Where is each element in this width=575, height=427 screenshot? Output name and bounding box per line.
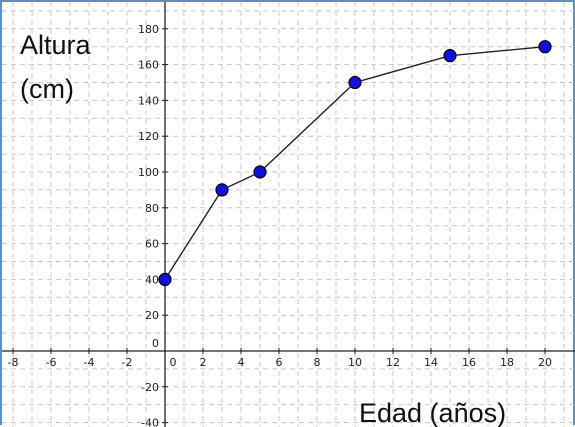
x-tick-label: 2 xyxy=(200,356,207,369)
x-tick-label: 18 xyxy=(500,356,514,369)
data-point xyxy=(538,40,552,54)
x-tick-label: 10 xyxy=(348,356,362,369)
y-axis-ticks: -40 -20 0 20 40 60 80 100 120 140 160 180 xyxy=(138,23,168,427)
x-axis-ticks: -8 -6 -4 -2 0 2 4 6 8 10 12 14 16 18 20 xyxy=(8,348,552,369)
y-tick-label: 0 xyxy=(152,337,159,350)
x-tick-label: 14 xyxy=(424,356,438,369)
y-axis-label-line-2: (cm) xyxy=(20,74,74,104)
data-point xyxy=(158,272,172,286)
data-point xyxy=(215,183,229,197)
y-tick-label: 140 xyxy=(138,94,159,107)
data-point xyxy=(443,49,457,63)
x-tick-label: 6 xyxy=(276,356,283,369)
y-tick-label: 80 xyxy=(145,202,159,215)
y-tick-label: 40 xyxy=(145,273,159,286)
y-tick-label: 160 xyxy=(138,59,159,72)
x-tick-label: 4 xyxy=(238,356,245,369)
x-tick-label: 0 xyxy=(170,356,177,369)
y-tick-label: -20 xyxy=(141,381,159,394)
x-tick-label: -2 xyxy=(122,356,133,369)
x-tick-label: -4 xyxy=(84,356,95,369)
x-axis-label: Edad (años) xyxy=(359,398,506,427)
x-tick-label: -8 xyxy=(8,356,19,369)
y-tick-label: 180 xyxy=(138,23,159,36)
data-point xyxy=(348,75,362,90)
x-tick-label: 16 xyxy=(462,356,476,369)
x-tick-label: 20 xyxy=(538,356,552,369)
x-tick-label: 8 xyxy=(314,356,321,369)
y-tick-label: 20 xyxy=(145,309,159,322)
x-tick-label: 12 xyxy=(386,356,400,369)
y-axis-label-line-1: Altura xyxy=(20,30,92,60)
y-tick-label: 120 xyxy=(138,130,159,143)
data-series xyxy=(158,40,552,286)
y-tick-label: 60 xyxy=(145,238,159,251)
data-point xyxy=(253,165,267,179)
y-tick-label: -40 xyxy=(141,417,159,427)
x-tick-label: -6 xyxy=(46,356,57,369)
series-line xyxy=(164,46,546,280)
y-tick-label: 100 xyxy=(138,166,159,179)
